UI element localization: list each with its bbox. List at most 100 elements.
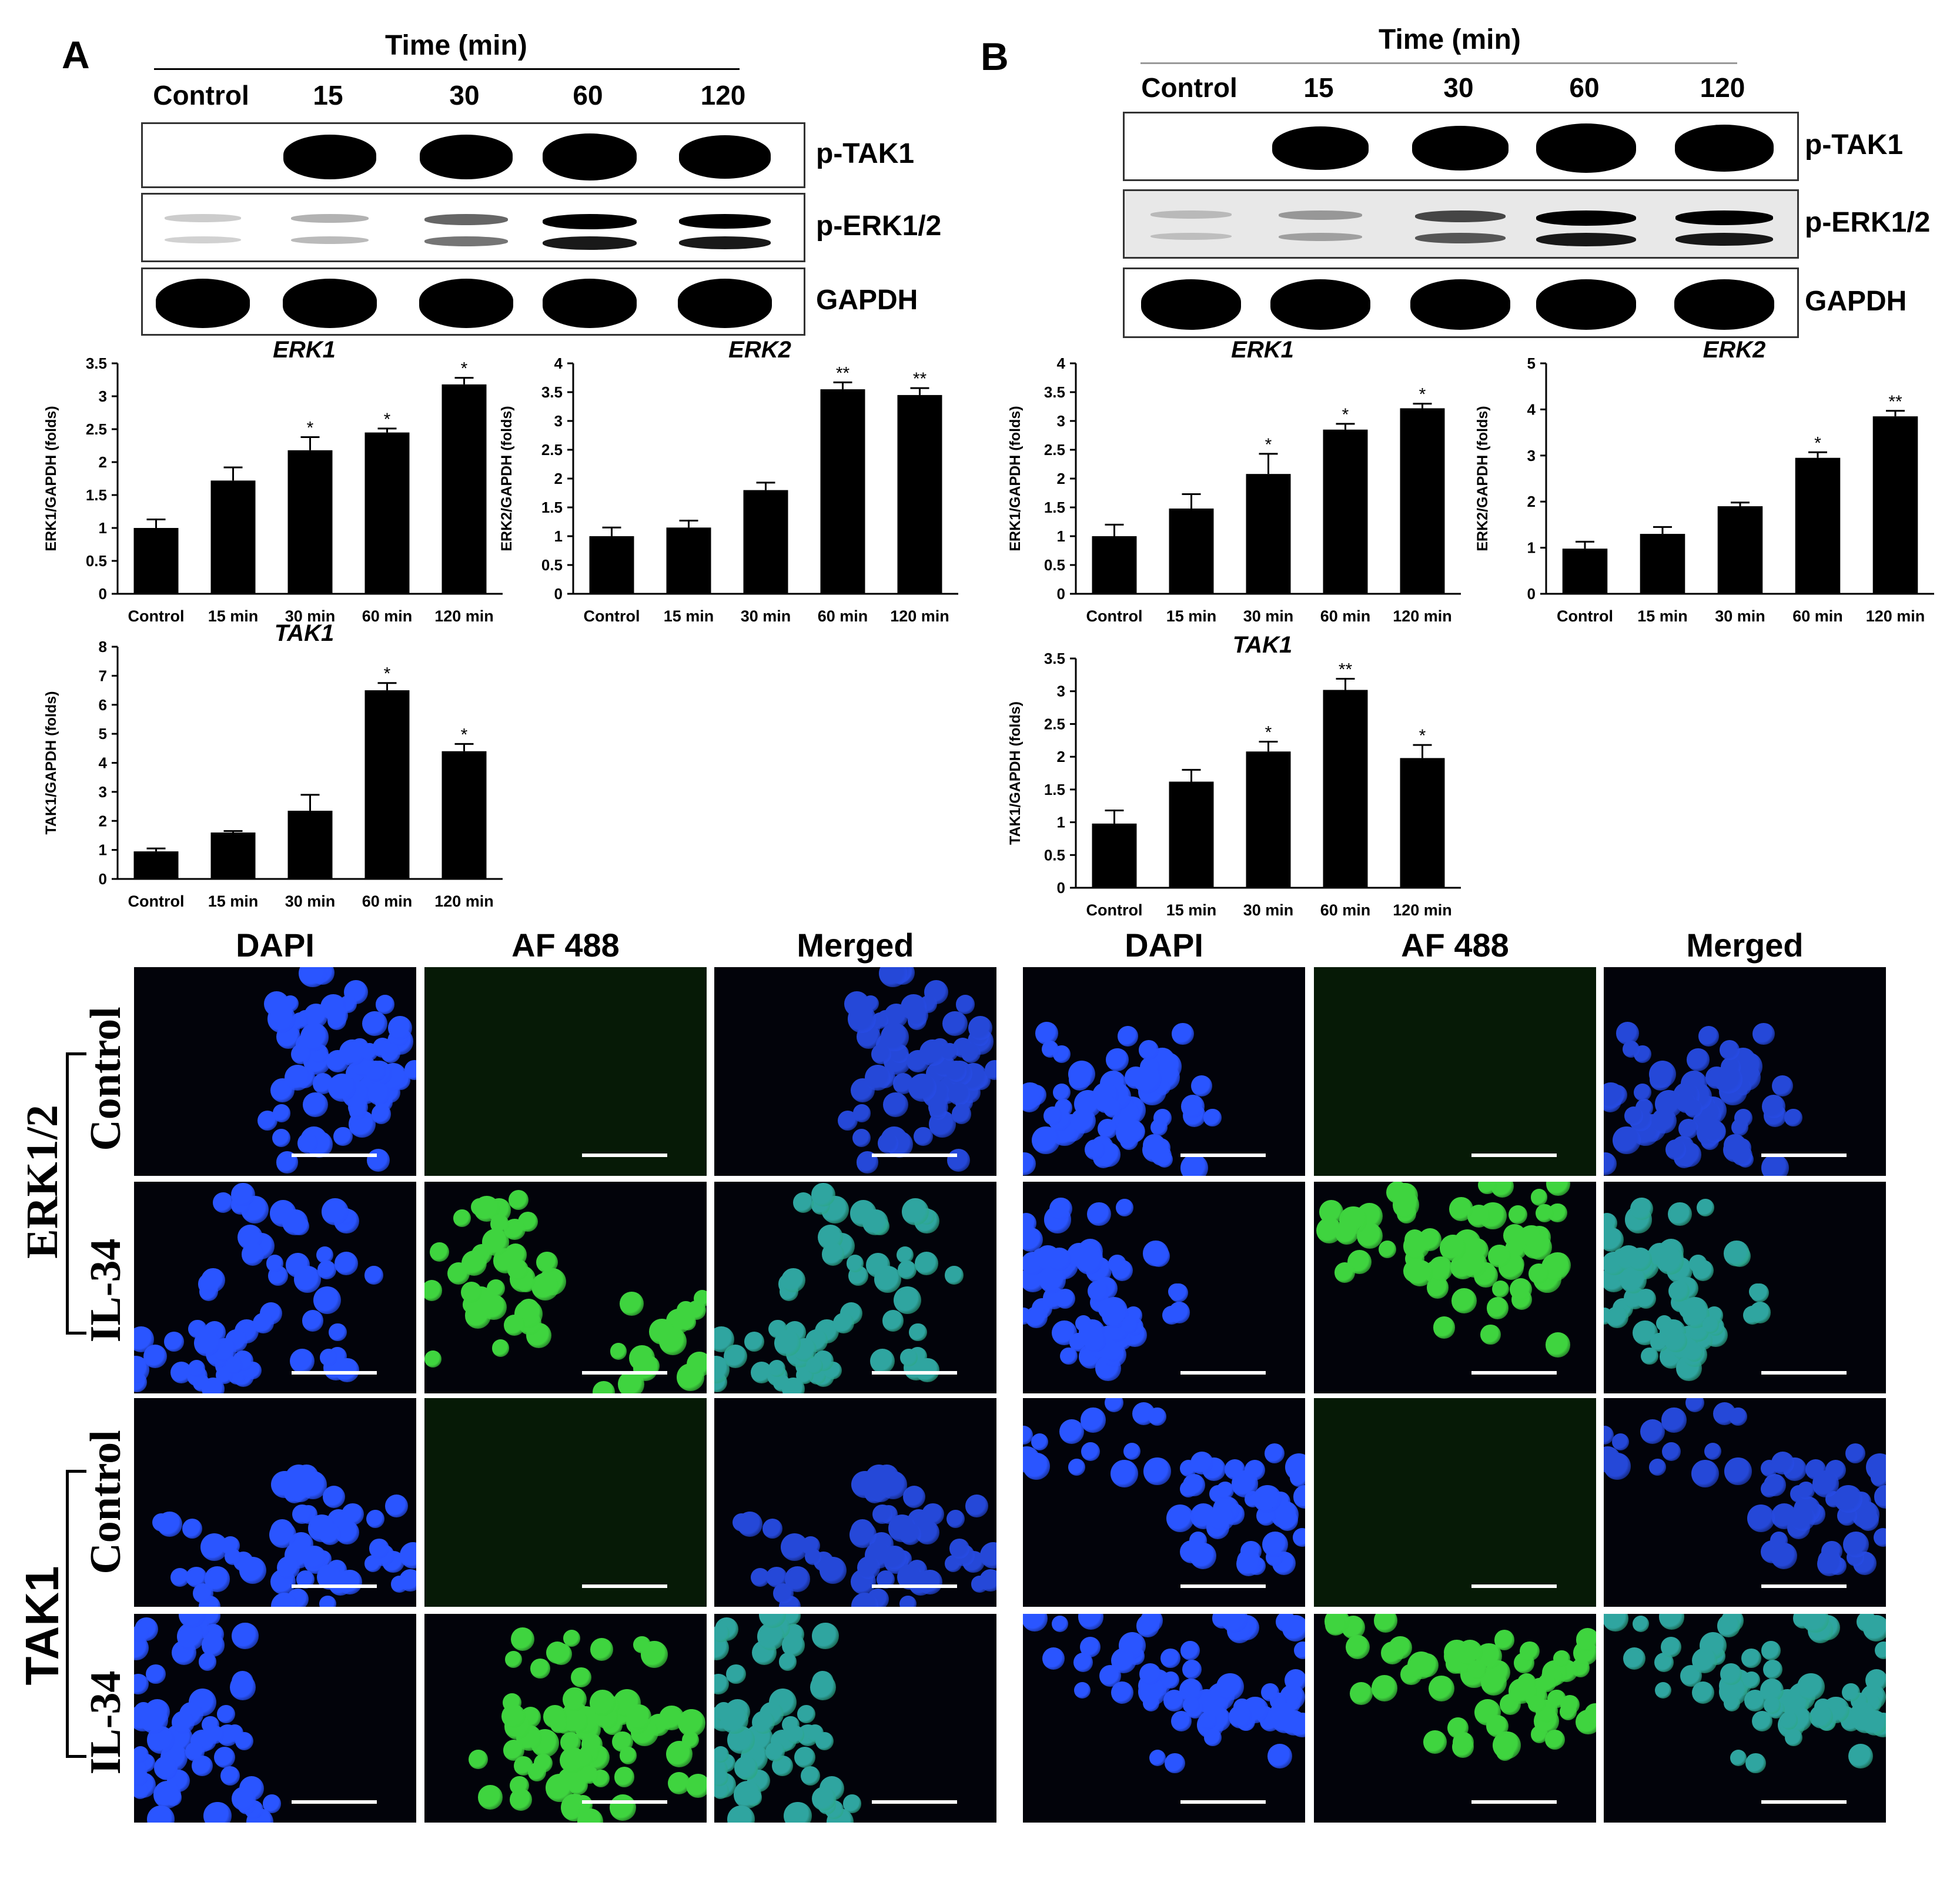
cell-nucleus bbox=[1613, 1126, 1641, 1155]
cell-nucleus bbox=[1658, 1614, 1684, 1630]
cell-nucleus bbox=[329, 1323, 347, 1342]
cell-nucleus bbox=[774, 1329, 801, 1357]
cell-nucleus bbox=[908, 1074, 936, 1102]
cell-nucleus bbox=[1724, 1457, 1752, 1485]
cell-nucleus bbox=[510, 1627, 534, 1651]
cell-nucleus bbox=[1519, 1641, 1540, 1661]
cell-nucleus bbox=[1841, 1683, 1861, 1702]
cell-nucleus bbox=[487, 1279, 506, 1298]
cell-nucleus bbox=[1467, 1660, 1487, 1680]
cell-nucleus bbox=[232, 1787, 256, 1811]
scale-bar bbox=[1180, 1154, 1266, 1157]
bar bbox=[1400, 758, 1445, 888]
cell-nucleus bbox=[1381, 1641, 1404, 1664]
cell-nucleus bbox=[815, 1731, 834, 1751]
cell-nucleus bbox=[794, 1747, 815, 1768]
cell-nucleus bbox=[928, 1097, 949, 1118]
chart-title: ERK2 bbox=[1703, 337, 1766, 363]
bar bbox=[897, 394, 942, 594]
micrograph-af488 bbox=[424, 1614, 707, 1823]
cell-nucleus bbox=[482, 1229, 509, 1256]
bar bbox=[589, 536, 634, 594]
y-tick-label: 1 bbox=[99, 841, 107, 859]
bar bbox=[364, 432, 410, 594]
cell-nucleus bbox=[1290, 1469, 1305, 1487]
micrograph-dapi bbox=[134, 967, 416, 1176]
band bbox=[1675, 210, 1774, 225]
x-tick-label: 15 min bbox=[208, 607, 259, 625]
x-tick-label: 30 min bbox=[1243, 901, 1294, 919]
cell-nucleus bbox=[531, 1272, 560, 1301]
cell-nucleus bbox=[510, 1788, 533, 1811]
cell-nucleus bbox=[206, 1726, 225, 1744]
y-tick-label: 2 bbox=[99, 812, 107, 830]
band bbox=[1412, 126, 1509, 170]
cell-nucleus bbox=[571, 1667, 591, 1688]
bar bbox=[287, 450, 333, 594]
cell-nucleus bbox=[852, 1129, 871, 1148]
cell-nucleus bbox=[1168, 1302, 1190, 1323]
cell-nucleus bbox=[562, 1687, 587, 1712]
scale-bar bbox=[292, 1371, 377, 1375]
cell-nucleus bbox=[165, 1789, 182, 1806]
scale-bar bbox=[1471, 1371, 1557, 1375]
cell-nucleus bbox=[1704, 1442, 1722, 1460]
cell-nucleus bbox=[734, 1756, 758, 1780]
cell-nucleus bbox=[1070, 1108, 1096, 1134]
cell-nucleus bbox=[1110, 1459, 1138, 1487]
cell-nucleus bbox=[847, 1255, 864, 1272]
cell-nucleus bbox=[1842, 1532, 1869, 1558]
cell-nucleus bbox=[1143, 1241, 1169, 1266]
bar bbox=[1562, 549, 1608, 594]
cell-nucleus bbox=[1043, 1106, 1062, 1125]
cell-nucleus bbox=[1260, 1683, 1280, 1702]
cell-nucleus bbox=[327, 1005, 349, 1027]
bar bbox=[1092, 536, 1137, 594]
cell-nucleus bbox=[812, 1787, 836, 1811]
cell-nucleus bbox=[1098, 1119, 1118, 1139]
significance-mark: * bbox=[1814, 433, 1821, 453]
cell-nucleus bbox=[156, 1511, 182, 1537]
cell-nucleus bbox=[897, 1246, 914, 1264]
micrograph-af488 bbox=[1314, 967, 1596, 1176]
cell-nucleus bbox=[1750, 1283, 1769, 1302]
y-tick-label: 1.5 bbox=[86, 486, 107, 504]
cell-nucleus bbox=[171, 1710, 195, 1734]
y-tick-label: 3.5 bbox=[541, 383, 563, 401]
x-tick-label: 120 min bbox=[434, 892, 494, 910]
cell-nucleus bbox=[1121, 1316, 1139, 1333]
cell-nucleus bbox=[1604, 1152, 1617, 1176]
cell-nucleus bbox=[562, 1801, 581, 1820]
bar bbox=[1872, 416, 1918, 594]
cell-nucleus bbox=[1190, 1451, 1213, 1475]
significance-mark: * bbox=[384, 410, 391, 429]
cell-nucleus bbox=[1165, 1753, 1185, 1774]
cell-nucleus bbox=[1111, 1648, 1136, 1674]
cell-nucleus bbox=[819, 1556, 847, 1584]
y-tick-label: 0 bbox=[1057, 879, 1065, 897]
cell-nucleus bbox=[852, 1104, 871, 1122]
x-tick-label: 30 min bbox=[741, 607, 791, 625]
cell-nucleus bbox=[1584, 1703, 1596, 1726]
scale-bar bbox=[1761, 1371, 1847, 1375]
cell-nucleus bbox=[899, 1523, 922, 1546]
bar bbox=[1246, 474, 1291, 594]
cell-nucleus bbox=[1560, 1694, 1580, 1714]
band bbox=[1414, 210, 1506, 223]
cell-nucleus bbox=[1190, 1075, 1213, 1097]
cell-nucleus bbox=[1665, 1330, 1688, 1353]
cell-nucleus bbox=[297, 1133, 318, 1154]
cell-nucleus bbox=[337, 1570, 362, 1594]
cell-nucleus bbox=[1049, 1197, 1072, 1221]
bar bbox=[133, 528, 179, 594]
cell-nucleus bbox=[797, 1704, 815, 1723]
cell-nucleus bbox=[1282, 1614, 1305, 1642]
cell-nucleus bbox=[714, 1624, 730, 1642]
cell-nucleus bbox=[1817, 1551, 1842, 1577]
cell-nucleus bbox=[1122, 1120, 1145, 1143]
significance-mark: * bbox=[384, 664, 391, 684]
cell-nucleus bbox=[1648, 1060, 1676, 1088]
cell-nucleus bbox=[267, 1005, 296, 1034]
cell-nucleus bbox=[1685, 1343, 1704, 1362]
x-tick-label: 120 min bbox=[434, 607, 494, 625]
